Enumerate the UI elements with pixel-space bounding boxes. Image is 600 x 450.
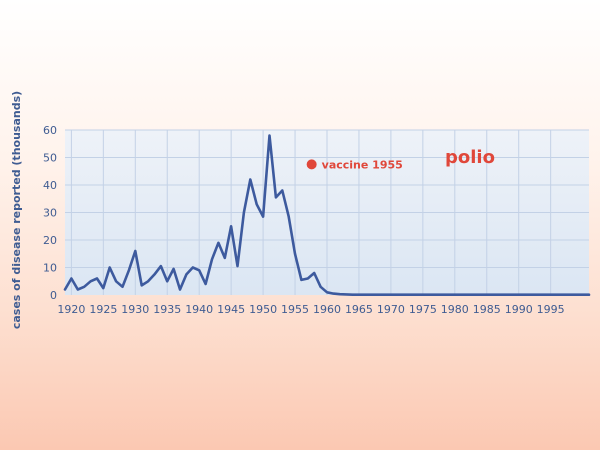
x-tick-label: 1935	[153, 303, 181, 316]
y-axis-label: cases of disease reported (thousands)	[10, 91, 23, 329]
series-group	[63, 134, 591, 297]
y-tick-label: 30	[43, 207, 57, 220]
x-tick-label: 1945	[217, 303, 245, 316]
y-tick-label: 60	[43, 124, 57, 137]
x-tick-label: 1920	[57, 303, 85, 316]
x-axis-ticks: 1920 1925 1930 1935 1940 1945 1950 1955 1960 1965…	[57, 303, 564, 316]
x-tick-label: 1995	[537, 303, 565, 316]
vaccine-annotation: vaccine 1955	[322, 158, 403, 171]
x-tick-label: 1940	[185, 303, 213, 316]
y-tick-label: 20	[43, 234, 57, 247]
x-tick-label: 1980	[441, 303, 469, 316]
x-tick-label: 1930	[121, 303, 149, 316]
x-tick-label: 1965	[345, 303, 373, 316]
y-axis-ticks: 0 10 20 30 40 50 60	[43, 124, 57, 302]
x-tick-label: 1955	[281, 303, 309, 316]
y-tick-label: 50	[43, 152, 57, 165]
y-tick-label: 0	[50, 289, 57, 302]
grid-lines	[65, 129, 589, 295]
y-tick-label: 10	[43, 262, 57, 275]
x-tick-label: 1950	[249, 303, 277, 316]
x-tick-label: 1925	[89, 303, 117, 316]
x-tick-label: 1960	[313, 303, 341, 316]
x-tick-label: 1990	[505, 303, 533, 316]
x-tick-label: 1975	[409, 303, 437, 316]
x-tick-label: 1970	[377, 303, 405, 316]
polio-cases-line	[63, 134, 591, 297]
annotation-group: vaccine 1955	[306, 158, 403, 171]
vaccine-marker	[306, 159, 317, 170]
chart-title: polio	[445, 147, 495, 168]
y-tick-label: 40	[43, 179, 57, 192]
x-tick-label: 1985	[473, 303, 501, 316]
